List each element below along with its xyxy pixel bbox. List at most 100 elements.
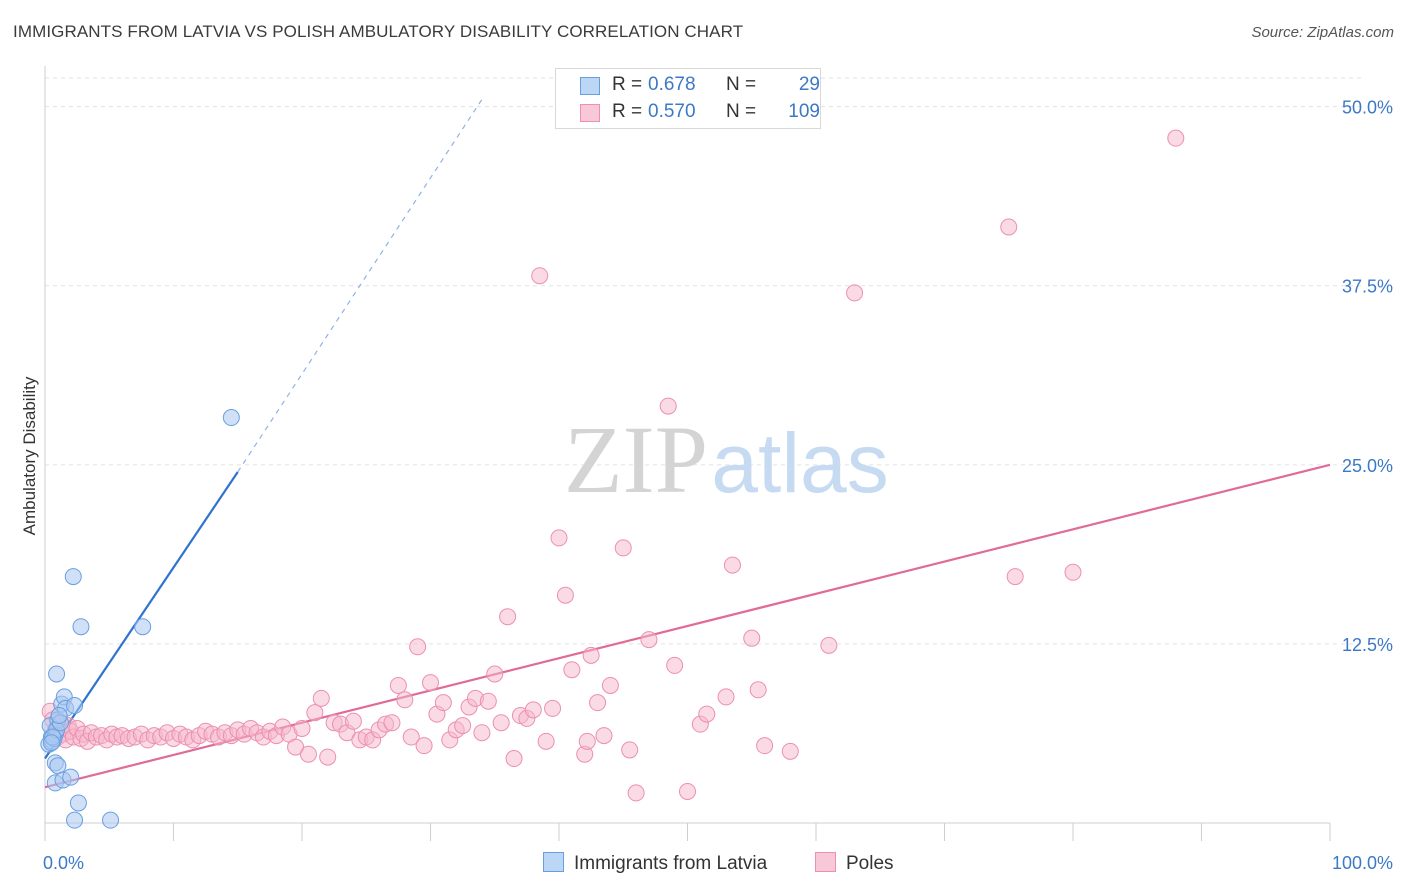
data-point-latvia [64,568,82,586]
data-point-poles [479,692,497,710]
data-point-poles [383,714,401,732]
data-point-poles [299,745,317,763]
data-point-poles [306,704,324,722]
watermark-zip: ZIP [564,406,708,513]
data-point-latvia [62,768,80,786]
data-point-poles [582,646,600,664]
data-point-poles [1006,568,1024,586]
y-axis-label: Ambulatory Disability [20,376,39,535]
x-tick-label: 100.0% [1332,853,1393,873]
trendline-latvia-extension [237,99,483,473]
watermark-atlas: atlas [711,416,888,510]
data-point-poles [344,712,362,730]
chart-title: IMMIGRANTS FROM LATVIA VS POLISH AMBULAT… [13,22,744,41]
tick-labels: 12.5% 25.0% 37.5% 50.0% 0.0% 100.0% [43,98,1393,873]
data-point-latvia [42,734,60,752]
data-point-latvia [66,811,84,829]
data-point-latvia [49,757,67,775]
legend-swatch-blue [543,852,564,872]
legend-item-poles: Poles [815,852,894,875]
data-point-poles [621,741,639,759]
data-point-poles [312,689,330,707]
data-point-poles [723,556,741,574]
data-point-poles [640,631,658,649]
y-tick-label: 25.0% [1342,456,1393,476]
data-point-latvia [50,707,68,725]
data-point-poles [601,676,619,694]
y-tick-label: 37.5% [1342,277,1393,297]
data-point-poles [749,681,767,699]
legend-swatch-pink [580,104,600,122]
correlation-legend: R = 0.678 N = 29 R = 0.570 N = 109 [555,68,821,129]
data-point-poles [396,691,414,709]
legend-r-label: R = [612,74,643,95]
data-point-poles [402,728,420,746]
data-point-poles [422,674,439,692]
data-point-poles [531,267,549,285]
data-point-poles [415,737,433,755]
trendline-latvia [44,471,239,760]
data-point-poles [454,717,472,735]
data-point-poles [698,705,716,723]
data-point-poles [1064,563,1082,581]
data-point-poles [820,636,838,654]
data-point-poles [524,701,542,719]
data-point-poles [556,586,574,604]
data-point-poles [659,397,677,415]
data-point-poles [319,748,337,766]
legend-swatch-blue [580,77,600,95]
data-point-poles [486,665,504,683]
legend-n-label: N = [726,101,757,122]
data-point-latvia [48,665,66,683]
watermark: ZIP atlas [564,406,889,513]
series-poles [41,129,1185,802]
data-point-latvia [66,697,84,715]
y-tick-label: 12.5% [1342,635,1393,655]
legend-r-value: 0.678 [648,74,696,95]
data-point-latvia [69,794,87,812]
legend-r-label: R = [612,101,643,122]
data-point-latvia [72,618,90,636]
data-point-poles [756,737,774,755]
data-point-poles [550,529,568,547]
data-point-poles [679,782,696,800]
data-point-poles [473,724,491,742]
legend-n-value: 29 [798,74,820,95]
legend-item-latvia: Immigrants from Latvia [543,852,767,875]
data-point-poles [544,699,562,717]
legend-n-value: 109 [788,101,820,122]
y-tick-label: 50.0% [1342,98,1393,118]
data-point-latvia [222,409,240,427]
data-point-poles [409,638,427,656]
data-point-latvia [134,618,152,636]
data-point-poles [492,714,510,732]
data-point-poles [614,539,632,557]
data-point-poles [595,727,613,745]
data-point-poles [434,694,452,712]
data-point-poles [287,738,305,756]
data-point-poles [499,608,517,626]
data-point-poles [666,656,684,674]
data-point-latvia [102,811,120,829]
data-point-poles [717,688,735,706]
legend-label-latvia: Immigrants from Latvia [574,853,768,874]
legend-r-value: 0.570 [648,101,696,122]
data-point-poles [537,732,555,750]
data-point-poles [627,784,645,802]
x-tick-label: 0.0% [43,853,84,873]
legend-swatch-pink [815,852,836,872]
grid-lines [45,77,1365,645]
data-point-poles [563,661,581,679]
axes [44,66,1331,841]
source-label: Source: ZipAtlas.com [1251,24,1394,41]
data-point-poles [1000,218,1018,236]
series-immigrants-from-latvia [40,409,240,829]
legend-n-label: N = [726,74,757,95]
data-point-poles [578,732,596,750]
data-point-poles [293,719,311,737]
data-point-poles [743,629,761,647]
data-point-poles [1167,129,1185,147]
data-point-poles [781,742,799,760]
data-point-poles [389,676,407,694]
